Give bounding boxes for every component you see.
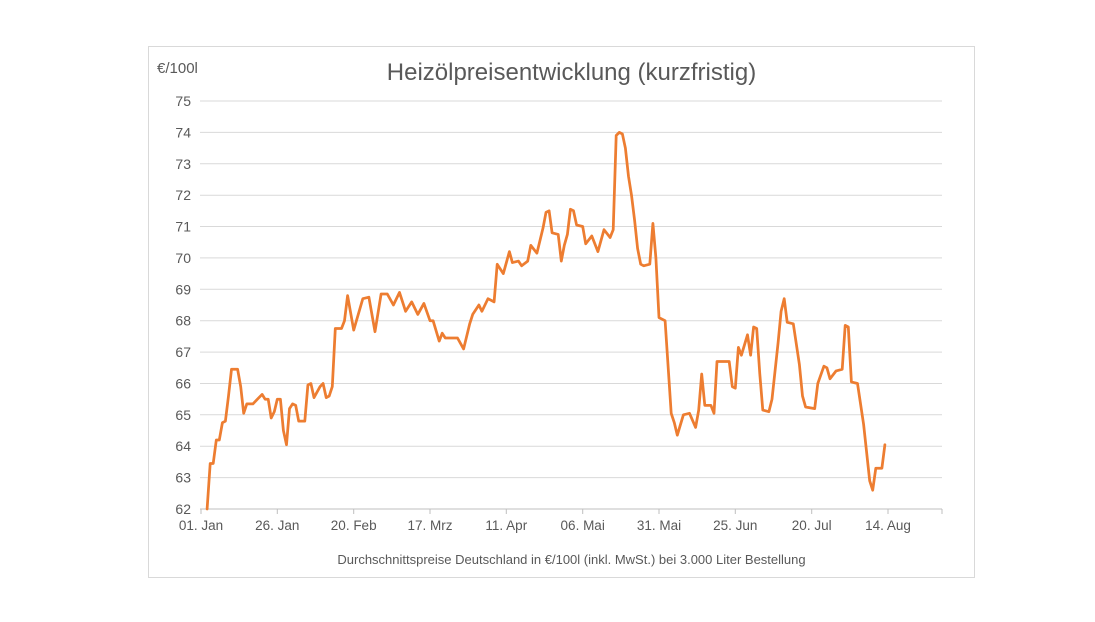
chart-panel: 62 63 64 65 66 67 68 69 70 71 72 73 74 75 01. Jan 26. J… (148, 46, 975, 578)
x-tick-label: 31. Mai (637, 518, 681, 533)
y-tick-label: 71 (175, 219, 191, 235)
price-line-series (205, 131, 887, 511)
x-tick-label: 01. Jan (179, 518, 223, 533)
y-tick-label: 72 (175, 187, 191, 203)
y-tick-label: 63 (175, 470, 191, 486)
y-tick-label: 67 (175, 344, 191, 360)
x-tick-label: 20. Feb (331, 518, 377, 533)
y-tick-label: 74 (175, 124, 191, 140)
y-tick-label: 64 (175, 438, 191, 454)
y-tick-label: 68 (175, 313, 191, 329)
chart-title: Heizölpreisentwicklung (kurzfristig) (386, 59, 757, 86)
y-tick-label: 69 (175, 281, 191, 297)
x-tick-label: 20. Jul (792, 518, 832, 533)
y-tick-label: 62 (175, 501, 191, 517)
chart-footnote: Durchschnittspreise Deutschland in €/100… (337, 552, 806, 567)
y-tick-label: 73 (175, 156, 191, 172)
y-tick-label: 66 (175, 376, 191, 392)
x-tick-label: 17. Mrz (407, 518, 452, 533)
x-tick-label: 25. Jun (713, 518, 757, 533)
x-tick-label: 11. Apr (485, 518, 527, 533)
price-line-chart: 62 63 64 65 66 67 68 69 70 71 72 73 74 75 01. Jan 26. J… (175, 93, 943, 533)
x-tick-label: 14. Aug (865, 518, 911, 533)
y-tick-label: 75 (175, 93, 191, 109)
y-axis-unit-label: €/100l (157, 60, 198, 77)
x-tick-label: 06. Mai (561, 518, 605, 533)
y-tick-label: 70 (175, 250, 191, 266)
x-tick-label: 26. Jan (255, 518, 299, 533)
y-tick-label: 65 (175, 407, 191, 423)
